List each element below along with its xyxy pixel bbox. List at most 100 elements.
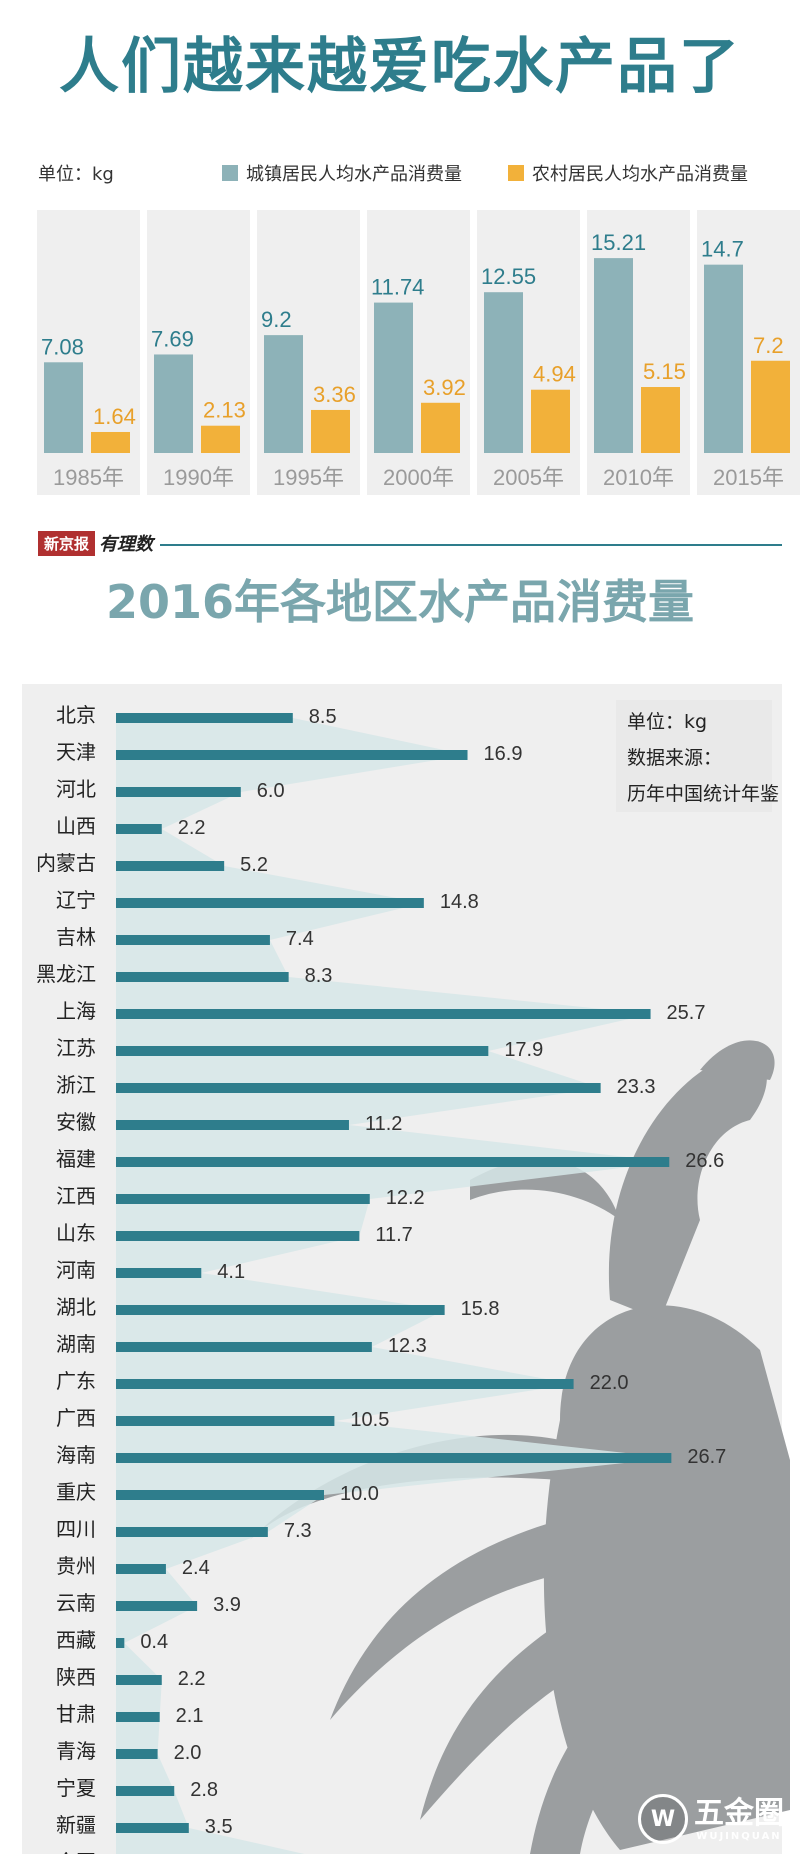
rural-bar	[531, 389, 570, 453]
legend-urban: 城镇居民人均水产品消费量	[222, 160, 462, 186]
consumption-trend-chart: 7.08 1.64 1985年 7.69 2.13 1990年 9.2 3.36 1995年 11…	[37, 210, 800, 495]
region-label: 云南	[56, 1591, 96, 1615]
region-label: 内蒙古	[36, 851, 96, 875]
region-value-label: 2.0	[174, 1742, 202, 1764]
value-area-shape	[116, 718, 672, 1854]
region-label: 宁夏	[56, 1776, 96, 1800]
region-value-label: 11.2	[365, 1113, 402, 1135]
brand-script: 有理数	[99, 534, 154, 555]
region-label: 重庆	[56, 1480, 96, 1504]
brand-badge: 新京报	[38, 530, 96, 556]
region-label: 广西	[56, 1406, 96, 1430]
region-bar	[116, 935, 270, 945]
urban-value-label: 12.55	[481, 264, 536, 289]
region-label: 上海	[56, 999, 96, 1023]
region-bar	[116, 1712, 160, 1722]
urban-value-label: 9.2	[261, 307, 292, 332]
region-label: 山东	[56, 1221, 96, 1245]
year-tick-label: 1995年	[273, 465, 344, 490]
region-bar	[116, 1305, 445, 1315]
region-bar	[116, 1823, 189, 1833]
urban-bar	[594, 258, 633, 453]
rural-bar	[751, 360, 790, 453]
unit-label: 单位：kg	[38, 164, 114, 185]
source-note-box	[616, 700, 772, 812]
region-value-label: 2.2	[178, 1668, 206, 1690]
watermark-logo: W 五金圈 WUJINQUAN	[638, 1794, 784, 1844]
urban-bar	[44, 362, 83, 453]
region-bar	[116, 1786, 175, 1796]
region-label: 陕西	[56, 1665, 96, 1689]
region-label: 湖北	[56, 1295, 96, 1319]
region-bar	[116, 1120, 349, 1130]
brand-logo: 新京报 有理数	[38, 530, 153, 556]
crab-pincer	[700, 1040, 775, 1080]
urban-bar	[484, 292, 523, 453]
region-bar	[116, 1490, 324, 1500]
region-bar	[116, 1157, 670, 1167]
region-value-label: 14.8	[440, 891, 479, 913]
region-value-label: 12.3	[388, 1335, 427, 1357]
legend-swatch-urban	[222, 165, 238, 181]
watermark-icon: W	[638, 1794, 688, 1844]
source-note: 历年中国统计年鉴	[627, 783, 779, 805]
region-value-label: 26.6	[685, 1150, 724, 1172]
region-label: 山西	[56, 814, 96, 838]
region-value-label: 10.0	[340, 1483, 379, 1505]
region-value-label: 4.1	[217, 1261, 245, 1283]
region-bar	[116, 1268, 202, 1278]
rural-value-label: 5.15	[643, 359, 686, 384]
region-label: 浙江	[56, 1073, 96, 1097]
rural-value-label: 7.2	[753, 333, 784, 358]
rural-value-label: 3.92	[423, 375, 466, 400]
legend-label-rural: 农村居民人均水产品消费量	[532, 164, 748, 185]
region-bar	[116, 861, 225, 871]
region-value-label: 8.5	[309, 706, 337, 728]
region-bar	[116, 1638, 125, 1648]
region-value-label: 0.4	[140, 1631, 168, 1653]
region-label: 青海	[56, 1739, 96, 1763]
legend-swatch-rural	[508, 165, 524, 181]
year-tick-label: 2015年	[713, 465, 784, 490]
region-bar	[116, 1342, 372, 1352]
year-tick-label: 1990年	[163, 465, 234, 490]
region-bar	[116, 1527, 268, 1537]
region-label: 海南	[56, 1443, 96, 1467]
crab-leg	[330, 1520, 580, 1720]
regional-consumption-chart: 北京 8.5 天津 16.9 河北 6.0 山西 2.2 内蒙古 5.2 辽宁 14.8 吉林 7.4 黑龙…	[22, 684, 790, 1854]
region-label: 福建	[56, 1147, 96, 1171]
region-label: 辽宁	[56, 888, 96, 912]
crab-leg	[420, 1610, 600, 1820]
region-value-label: 17.9	[504, 1039, 543, 1061]
source-note: 数据来源：	[627, 747, 722, 769]
region-label: 天津	[56, 740, 96, 764]
region-label: 河南	[56, 1258, 96, 1282]
region-value-label: 3.5	[205, 1816, 233, 1838]
year-tick-label: 1985年	[53, 465, 124, 490]
urban-value-label: 7.69	[151, 326, 194, 351]
region-value-label: 11.7	[375, 1224, 412, 1246]
region-bar	[116, 1046, 489, 1056]
region-label: 西藏	[56, 1628, 96, 1652]
region-bar	[116, 1749, 158, 1759]
region-label: 湖南	[56, 1332, 96, 1356]
rural-bar	[641, 387, 680, 453]
main-title: 人们越来越爱吃水产品了	[59, 32, 741, 102]
region-value-label: 2.2	[178, 817, 206, 839]
region-label: 北京	[56, 703, 96, 727]
region-label: 贵州	[56, 1554, 96, 1578]
region-bar	[116, 972, 289, 982]
rural-bar	[311, 409, 350, 453]
rural-value-label: 1.64	[93, 404, 136, 429]
region-value-label: 3.9	[213, 1594, 241, 1616]
region-bar	[116, 1453, 672, 1463]
region-value-label: 2.4	[182, 1557, 210, 1579]
region-label: 全国	[56, 1850, 96, 1854]
urban-bar	[374, 302, 413, 453]
rural-value-label: 2.13	[203, 398, 246, 423]
urban-value-label: 11.74	[371, 275, 424, 300]
region-bar	[116, 1194, 370, 1204]
rural-value-label: 3.36	[313, 382, 356, 407]
region-value-label: 5.2	[240, 854, 268, 876]
region-value-label: 26.7	[687, 1446, 726, 1468]
